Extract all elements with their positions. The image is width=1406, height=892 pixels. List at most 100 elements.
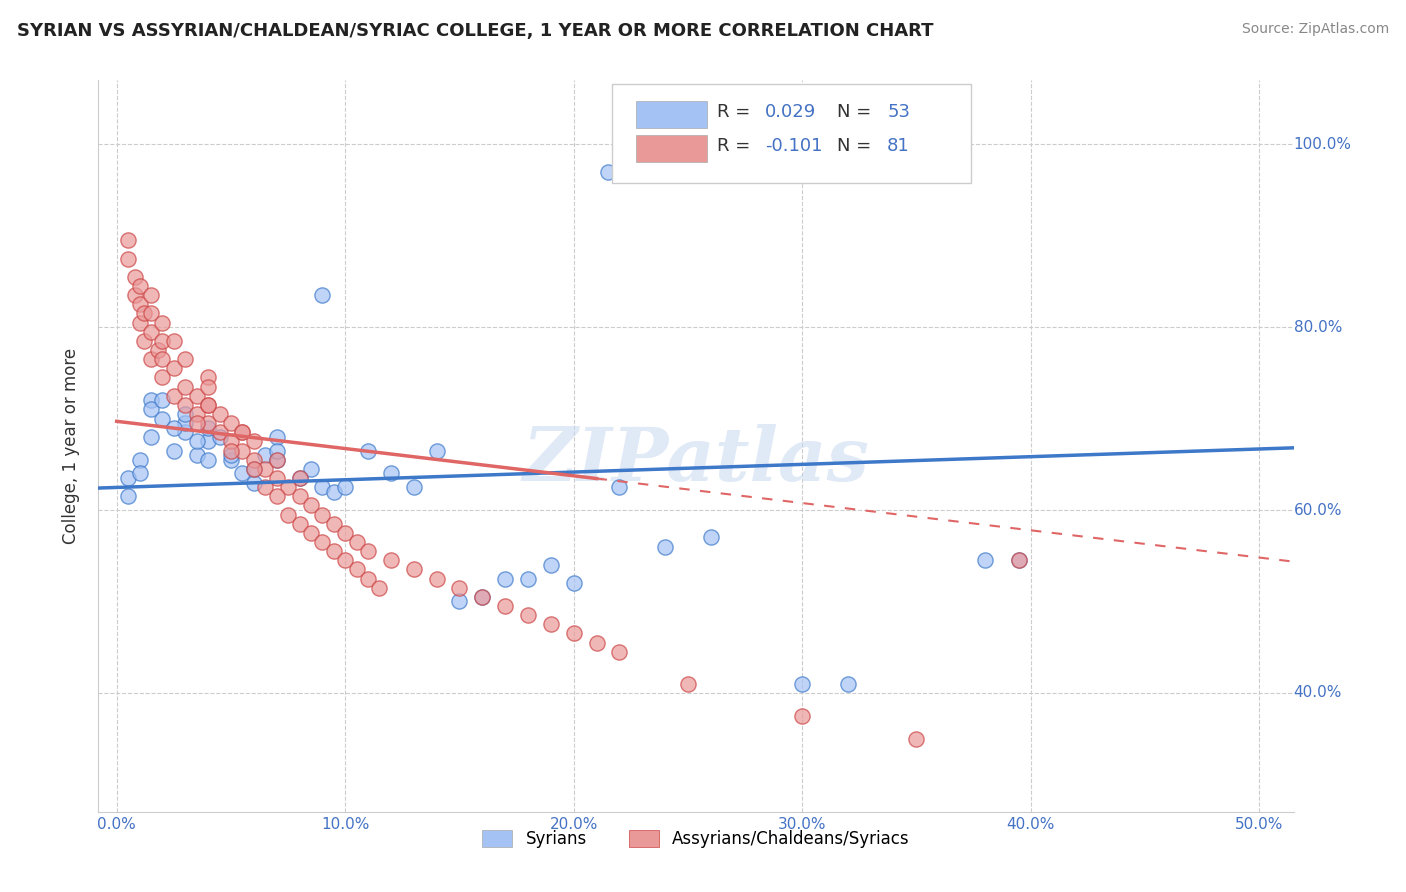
Point: [231, 425, 253, 440]
Point: [288, 471, 311, 485]
Point: [700, 531, 723, 545]
Point: [174, 352, 197, 367]
Point: [174, 407, 197, 421]
Point: [128, 279, 150, 293]
Point: [1008, 553, 1031, 567]
Point: [322, 544, 344, 558]
Point: [471, 590, 494, 604]
Text: 80.0%: 80.0%: [1294, 319, 1341, 334]
Point: [357, 544, 380, 558]
Point: [322, 516, 344, 531]
Point: [585, 635, 607, 649]
Point: [494, 572, 516, 586]
Y-axis label: College, 1 year or more: College, 1 year or more: [62, 348, 80, 544]
Legend: Syrians, Assyrians/Chaldeans/Syriacs: Syrians, Assyrians/Chaldeans/Syriacs: [475, 823, 917, 855]
Point: [186, 407, 208, 421]
Point: [335, 553, 357, 567]
Point: [596, 164, 619, 178]
Point: [152, 393, 174, 408]
Point: [266, 489, 288, 503]
Point: [134, 334, 156, 348]
Point: [139, 393, 162, 408]
Point: [792, 708, 814, 723]
Point: [540, 617, 562, 632]
Point: [124, 269, 146, 284]
FancyBboxPatch shape: [613, 84, 972, 183]
Point: [163, 443, 186, 458]
Point: [277, 480, 299, 494]
Point: [231, 467, 253, 481]
Point: [197, 452, 219, 467]
Point: [197, 370, 219, 384]
Point: [311, 508, 333, 522]
Point: [139, 430, 162, 444]
Text: 40.0%: 40.0%: [1294, 685, 1341, 700]
Point: [186, 434, 208, 449]
Point: [1008, 553, 1031, 567]
Point: [128, 297, 150, 311]
Text: R =: R =: [717, 103, 756, 120]
Point: [346, 562, 368, 576]
Point: [426, 443, 449, 458]
Point: [174, 416, 197, 430]
Point: [208, 407, 231, 421]
Point: [974, 553, 997, 567]
Point: [837, 677, 859, 691]
Point: [219, 416, 242, 430]
Point: [266, 443, 288, 458]
Point: [449, 581, 471, 595]
Point: [562, 626, 585, 640]
Point: [219, 434, 242, 449]
Point: [163, 334, 186, 348]
Point: [299, 525, 322, 540]
Point: [266, 471, 288, 485]
Point: [117, 252, 139, 266]
Point: [139, 325, 162, 339]
Point: [219, 452, 242, 467]
Point: [368, 581, 391, 595]
Point: [186, 416, 208, 430]
Text: R =: R =: [717, 137, 756, 155]
FancyBboxPatch shape: [637, 101, 707, 128]
Text: Source: ZipAtlas.com: Source: ZipAtlas.com: [1241, 22, 1389, 37]
Point: [128, 452, 150, 467]
Point: [163, 389, 186, 403]
Text: N =: N =: [837, 137, 877, 155]
Point: [186, 389, 208, 403]
Point: [311, 288, 333, 302]
Point: [243, 434, 266, 449]
Point: [219, 448, 242, 462]
Point: [197, 421, 219, 435]
Point: [322, 484, 344, 499]
Point: [139, 288, 162, 302]
Point: [299, 499, 322, 513]
Point: [174, 379, 197, 393]
Point: [540, 558, 562, 572]
Point: [380, 553, 402, 567]
Point: [197, 398, 219, 412]
Point: [357, 443, 380, 458]
Point: [346, 535, 368, 549]
Point: [266, 430, 288, 444]
Point: [449, 594, 471, 608]
Point: [124, 288, 146, 302]
Text: 81: 81: [887, 137, 910, 155]
Point: [335, 480, 357, 494]
Point: [517, 572, 540, 586]
Text: N =: N =: [837, 103, 877, 120]
Point: [208, 425, 231, 440]
Point: [128, 316, 150, 330]
Point: [266, 452, 288, 467]
Point: [357, 572, 380, 586]
Point: [609, 645, 631, 659]
Point: [311, 480, 333, 494]
Text: 60.0%: 60.0%: [1294, 502, 1341, 517]
Point: [654, 540, 676, 554]
Point: [254, 448, 277, 462]
Point: [254, 462, 277, 476]
Point: [163, 421, 186, 435]
Point: [288, 471, 311, 485]
Point: [163, 361, 186, 376]
Point: [380, 467, 402, 481]
Point: [186, 448, 208, 462]
